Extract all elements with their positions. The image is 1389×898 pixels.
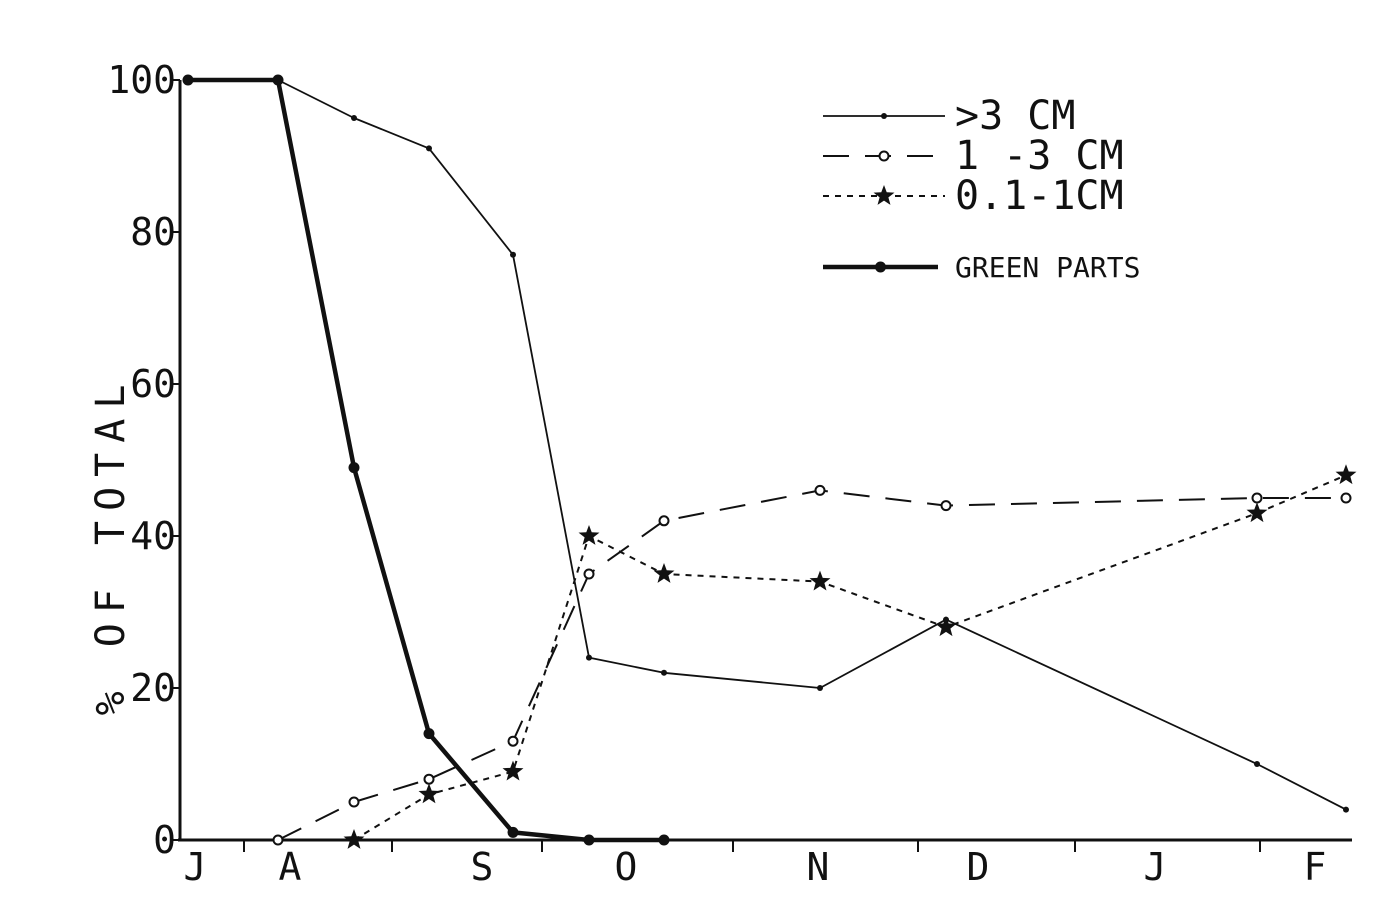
series-1-point-3 — [507, 735, 519, 747]
y-ticks: 0 20 40 60 80 100 — [107, 58, 180, 862]
x-tick-label-4: N — [807, 845, 830, 889]
series-2-point-5 — [809, 570, 831, 591]
series-2-point-3 — [578, 525, 600, 545]
series-2-point-4 — [653, 563, 675, 583]
series-3-point-1 — [272, 74, 284, 86]
series-3 — [182, 74, 670, 846]
series-2-point-1 — [418, 783, 440, 804]
series-3-point-4 — [507, 826, 519, 838]
series-line-2 — [353, 474, 1347, 841]
x-tick-label-6: J — [1144, 845, 1167, 889]
x-tick-label-7: F — [1304, 845, 1327, 889]
series-3-point-3 — [423, 728, 435, 740]
legend-item-3: GREEN PARTS — [823, 251, 1140, 284]
y-tick-label-80: 80 — [130, 210, 176, 254]
series-3-point-2 — [348, 462, 360, 474]
series-1-point-5 — [658, 515, 670, 527]
series-3-point-6 — [658, 834, 670, 846]
x-tick-label-3: O — [615, 845, 638, 889]
series-2-point-2 — [502, 760, 524, 781]
legend-label-0: >3 CM — [955, 93, 1075, 139]
x-tick-label-0: J — [184, 845, 207, 889]
y-tick-label-0: 0 — [153, 818, 176, 862]
series-0-point-9 — [1254, 761, 1260, 767]
series-0-point-2 — [351, 115, 357, 121]
legend-label-3: GREEN PARTS — [955, 251, 1140, 284]
series-0-point-3 — [426, 145, 432, 152]
series-0-point-4 — [510, 251, 516, 258]
series-2-point-7 — [1246, 502, 1268, 523]
legend-swatch-marker-0 — [881, 113, 887, 119]
series-line-0 — [188, 79, 1347, 811]
series-line-1 — [277, 489, 1346, 841]
y-tick-label-100: 100 — [107, 58, 176, 102]
series-1-point-6 — [814, 484, 826, 496]
series-1-point-0 — [272, 834, 284, 846]
series-layer — [182, 74, 1357, 849]
y-tick-label-20: 20 — [130, 666, 176, 710]
y-tick-label-60: 60 — [130, 362, 176, 406]
legend-swatch-marker-3 — [875, 261, 886, 273]
series-2-point-8 — [1335, 464, 1357, 485]
axes: 0 20 40 60 80 100 J A S O N D J F — [107, 58, 1352, 889]
legend-label-1: 1 -3 CM — [955, 133, 1124, 179]
legend-item-0: >3 CM — [823, 93, 1075, 139]
legend-item-1: 1 -3 CM — [823, 133, 1124, 179]
x-tick-label-5: D — [967, 845, 990, 889]
series-1 — [272, 484, 1352, 846]
legend-swatch-marker-2 — [873, 185, 895, 205]
series-0-point-10 — [1343, 806, 1349, 813]
x-tick-label-2: S — [471, 845, 494, 889]
series-1-point-9 — [1340, 492, 1352, 504]
series-2 — [343, 464, 1357, 849]
y-tick-label-40: 40 — [130, 514, 176, 558]
legend-label-2: 0.1-1CM — [955, 173, 1124, 219]
legend-item-2: 0.1-1CM — [823, 173, 1124, 219]
series-3-point-5 — [583, 834, 595, 846]
series-0-point-5 — [586, 654, 592, 661]
series-0-point-7 — [817, 685, 823, 691]
series-line-3 — [188, 77, 664, 843]
legend-swatch-marker-1 — [878, 150, 890, 162]
series-1-point-8 — [1251, 492, 1263, 504]
series-1-point-7 — [940, 500, 952, 512]
series-1-point-1 — [348, 796, 360, 808]
x-tick-label-1: A — [279, 845, 302, 889]
series-2-point-6 — [935, 616, 957, 637]
series-0 — [185, 77, 1349, 813]
series-1-point-4 — [583, 568, 595, 580]
series-1-point-2 — [423, 773, 435, 785]
series-2-point-0 — [343, 829, 365, 849]
series-0-point-6 — [661, 669, 667, 676]
series-3-point-0 — [182, 74, 194, 86]
legend: >3 CM1 -3 CM0.1-1CM GREEN PARTS — [823, 93, 1140, 284]
y-axis-title: % OF TOTAL — [88, 375, 134, 716]
